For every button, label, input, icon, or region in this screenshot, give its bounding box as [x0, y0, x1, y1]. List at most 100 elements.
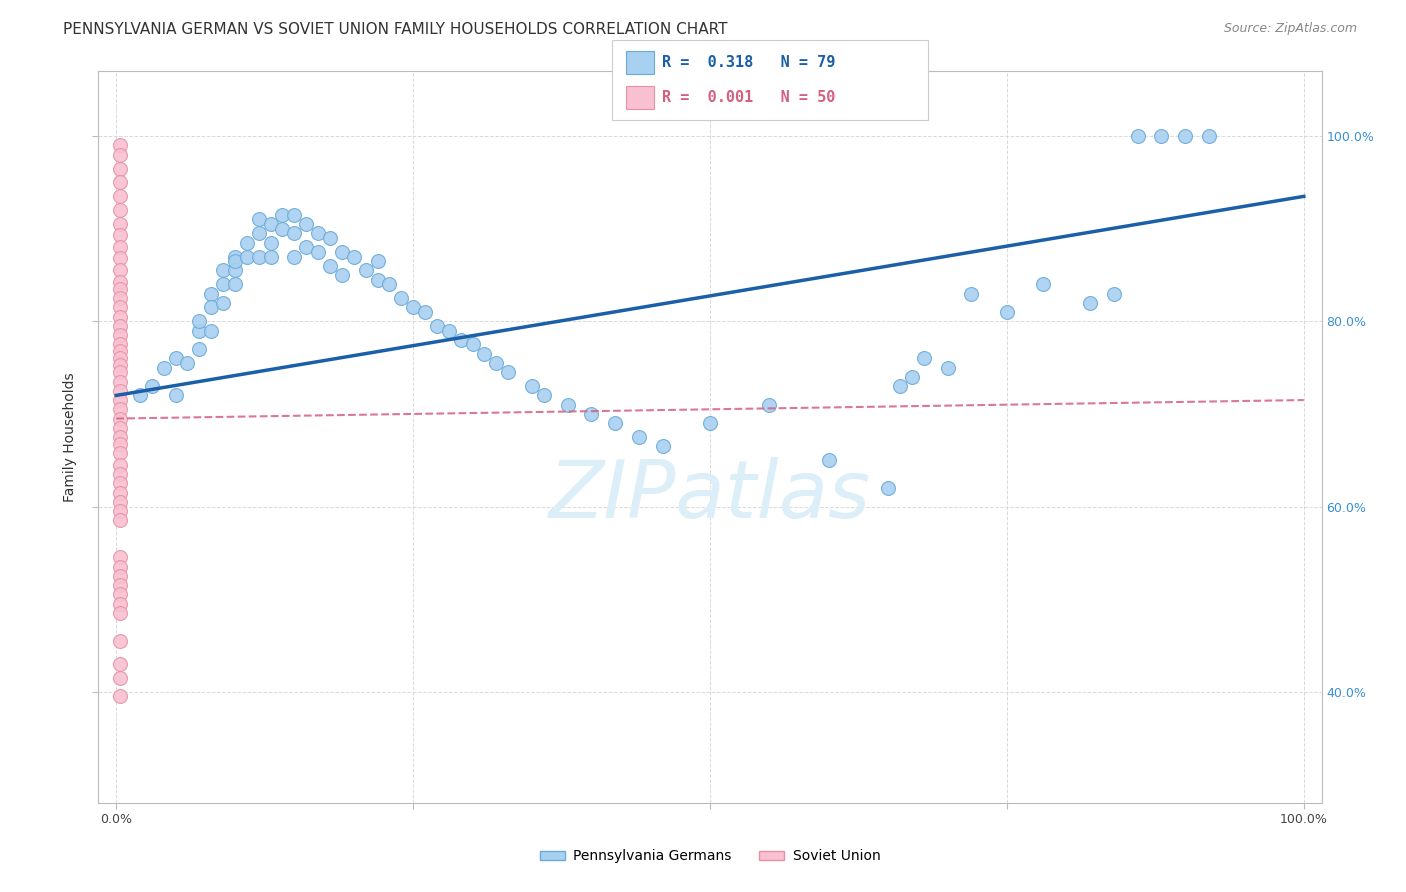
Point — [200, 286, 222, 301]
Point — [247, 212, 270, 227]
Point — [557, 398, 579, 412]
Point — [389, 291, 412, 305]
Point — [960, 286, 983, 301]
Point — [817, 453, 839, 467]
Point — [108, 671, 131, 685]
Point — [402, 301, 425, 315]
Point — [141, 379, 163, 393]
Point — [108, 147, 131, 161]
Point — [108, 301, 131, 315]
Point — [877, 481, 900, 495]
Point — [108, 343, 131, 358]
Point — [108, 228, 131, 243]
Point — [901, 370, 924, 384]
Point — [108, 189, 131, 203]
Text: R =  0.001   N = 50: R = 0.001 N = 50 — [662, 90, 835, 104]
Point — [271, 221, 294, 235]
Point — [108, 495, 131, 509]
Point — [1102, 286, 1125, 301]
Point — [108, 318, 131, 333]
Point — [152, 360, 174, 375]
Point — [108, 282, 131, 296]
Point — [520, 379, 543, 393]
Point — [108, 458, 131, 472]
Point — [108, 392, 131, 407]
Point — [108, 384, 131, 398]
Point — [108, 559, 131, 574]
Point — [437, 324, 460, 338]
Point — [108, 138, 131, 153]
Point — [224, 263, 246, 277]
Point — [995, 305, 1018, 319]
Point — [108, 690, 131, 704]
Point — [259, 250, 281, 264]
Y-axis label: Family Households: Family Households — [63, 372, 77, 502]
Point — [212, 295, 235, 310]
Point — [330, 268, 353, 282]
Point — [108, 365, 131, 379]
Point — [474, 347, 496, 361]
Point — [108, 375, 131, 389]
Point — [533, 388, 555, 402]
Point — [108, 446, 131, 460]
Point — [1078, 295, 1101, 310]
Point — [108, 569, 131, 583]
Point — [200, 324, 222, 338]
Point — [603, 416, 626, 430]
Point — [108, 263, 131, 277]
Point — [295, 217, 318, 231]
Text: ZIPatlas: ZIPatlas — [548, 457, 872, 534]
Point — [307, 227, 329, 241]
Point — [108, 161, 131, 176]
Point — [366, 273, 388, 287]
Point — [108, 402, 131, 417]
Point — [236, 235, 259, 250]
Point — [108, 657, 131, 671]
Point — [224, 254, 246, 268]
Point — [212, 263, 235, 277]
Point — [108, 328, 131, 343]
Point — [108, 337, 131, 351]
Point — [259, 235, 281, 250]
Point — [165, 351, 187, 366]
Point — [108, 430, 131, 444]
Point — [485, 356, 508, 370]
Point — [319, 259, 342, 273]
Point — [283, 227, 305, 241]
Point — [236, 250, 259, 264]
Point — [295, 240, 318, 254]
Point — [108, 578, 131, 592]
Point — [936, 360, 959, 375]
Text: R =  0.318   N = 79: R = 0.318 N = 79 — [662, 55, 835, 70]
Point — [1174, 129, 1197, 144]
Point — [108, 275, 131, 289]
Point — [108, 240, 131, 254]
Point — [1198, 129, 1220, 144]
Point — [307, 244, 329, 259]
Point — [108, 587, 131, 601]
Point — [889, 379, 911, 393]
Point — [343, 250, 366, 264]
Point — [200, 301, 222, 315]
Point — [247, 227, 270, 241]
Point — [1032, 277, 1054, 292]
Point — [108, 513, 131, 527]
Point — [496, 365, 519, 379]
Point — [212, 277, 235, 292]
Point — [108, 550, 131, 565]
Point — [1126, 129, 1149, 144]
Point — [108, 203, 131, 218]
Point — [108, 467, 131, 482]
Text: Source: ZipAtlas.com: Source: ZipAtlas.com — [1223, 22, 1357, 36]
Point — [330, 244, 353, 259]
Point — [627, 430, 650, 444]
Point — [413, 305, 436, 319]
Point — [319, 231, 342, 245]
Point — [247, 250, 270, 264]
Point — [108, 217, 131, 231]
Point — [108, 358, 131, 372]
Point — [108, 252, 131, 266]
Point — [450, 333, 472, 347]
Point — [108, 504, 131, 518]
Point — [651, 439, 673, 453]
